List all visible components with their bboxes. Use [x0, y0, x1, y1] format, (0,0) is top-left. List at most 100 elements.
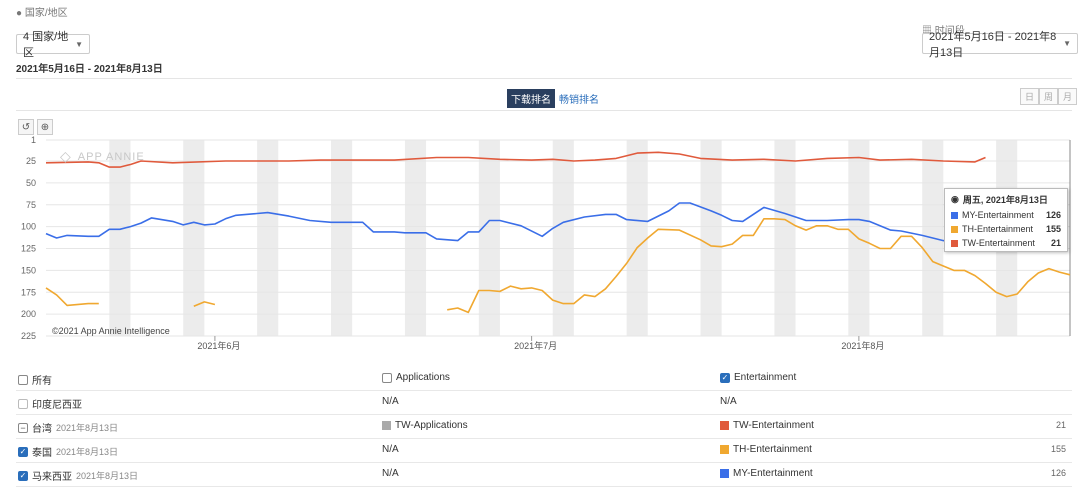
table-row: ✓ 马来西亚 2021年8月13日 N/A MY-Entertainment 1… [16, 462, 1072, 487]
country-name: 泰国 [32, 448, 52, 459]
checkbox[interactable] [18, 374, 28, 385]
globe-icon: ◉ [951, 194, 959, 204]
series-swatch [720, 445, 729, 454]
weekend-band [331, 140, 353, 336]
divider [16, 110, 1072, 111]
row-apps: N/A [382, 396, 399, 407]
header-applications[interactable]: Applications [382, 372, 450, 383]
series-swatch [951, 239, 958, 247]
watermark-text: APP ANNIE [77, 150, 145, 163]
table-row: ✓ 泰国 2021年8月13日 N/A TH-Entertainment 155 [16, 438, 1072, 463]
checkbox-checked[interactable]: ✓ [18, 446, 28, 457]
tooltip-series-name: TH-Entertainment [962, 224, 1034, 234]
header-all[interactable]: 所有 [18, 372, 52, 387]
chevron-down-icon: ▼ [75, 39, 83, 49]
divider [16, 78, 1072, 79]
series-swatch [720, 469, 729, 478]
app-annie-watermark: ◇ APP ANNIE [60, 148, 145, 165]
row-apps[interactable]: TW-Applications [382, 420, 468, 431]
series-line [45, 151, 986, 168]
chevron-down-icon: ▼ [1063, 39, 1071, 48]
period-label: ▦ 时间段 [922, 22, 965, 37]
header-entertainment[interactable]: ✓ Entertainment [720, 372, 796, 383]
series-line [45, 218, 1071, 314]
chart-tooltip: ◉ 周五, 2021年8月13日 MY-Entertainment 126 TH… [944, 188, 1068, 252]
tooltip-series-name: TW-Entertainment [962, 238, 1035, 248]
header-apps-label: Applications [396, 372, 450, 383]
period-select[interactable]: 2021年5月16日 - 2021年8月13日 ▼ [922, 31, 1078, 59]
rank-value: 126 [1050, 468, 1066, 478]
country-select-value: 4 国家/地区 [23, 31, 69, 59]
checkbox-checked[interactable]: ✓ [18, 470, 28, 481]
rank-tabs: 下载排名 畅销排名 [507, 89, 601, 108]
weekend-band [257, 140, 279, 336]
row-ent[interactable]: TH-Entertainment [720, 444, 812, 455]
row-ent: N/A [720, 396, 737, 407]
y-tick-label: 200 [21, 309, 36, 319]
y-tick-label: 125 [21, 244, 36, 254]
country-label-text: 国家/地区 [24, 8, 68, 19]
series-line [45, 202, 986, 251]
tooltip-header: ◉ 周五, 2021年8月13日 [951, 193, 1061, 206]
y-tick-label: 100 [21, 222, 36, 232]
reset-icon[interactable]: ↺ [18, 119, 34, 135]
weekend-band [478, 140, 500, 336]
row-country[interactable]: ✓ 泰国 2021年8月13日 [18, 444, 118, 459]
app-annie-logo-icon: ◇ [60, 148, 72, 164]
checkbox[interactable] [382, 372, 392, 383]
checkbox-checked[interactable]: ✓ [720, 372, 730, 383]
tab-grossing-rank[interactable]: 畅销排名 [559, 95, 599, 106]
country-select[interactable]: 4 国家/地区 ▼ [16, 31, 90, 59]
series-swatch [382, 421, 391, 430]
weekend-band [552, 140, 574, 336]
tooltip-date: 周五, 2021年8月13日 [962, 195, 1048, 205]
country-name: 马来西亚 [32, 472, 72, 483]
table-header: 所有 Applications ✓ Entertainment [16, 366, 1072, 391]
header-all-label: 所有 [32, 376, 52, 387]
y-tick-label: 1 [31, 135, 36, 145]
y-tick-label: 175 [21, 287, 36, 297]
apps-cell: N/A [382, 444, 399, 455]
zoom-week-button[interactable]: 周 [1039, 88, 1059, 105]
date-range-subtitle: 2021年5月16日 - 2021年8月13日 [16, 64, 163, 75]
row-country[interactable]: 印度尼西亚 [18, 396, 82, 411]
row-apps: N/A [382, 444, 399, 455]
table-row: − 台湾 2021年8月13日 TW-Applications TW-Enter… [16, 414, 1072, 439]
zoom-month-button[interactable]: 月 [1058, 88, 1078, 105]
zoom-icon[interactable]: ⊕ [37, 119, 53, 135]
apps-cell: N/A [382, 468, 399, 479]
checkbox[interactable] [18, 398, 28, 409]
weekend-band [774, 140, 796, 336]
ent-cell: TH-Entertainment [733, 444, 812, 455]
row-ent[interactable]: MY-Entertainment [720, 468, 813, 479]
calendar-icon: ▦ [922, 26, 932, 37]
zoom-day-button[interactable]: 日 [1020, 88, 1040, 105]
ent-cell: TW-Entertainment [733, 420, 814, 431]
series-swatch [951, 225, 958, 233]
ent-cell: N/A [720, 396, 737, 407]
x-tick-label: 2021年7月 [514, 340, 557, 351]
row-date: 2021年8月13日 [76, 471, 139, 481]
weekend-band [700, 140, 722, 336]
row-country[interactable]: − 台湾 2021年8月13日 [18, 420, 118, 435]
series-swatch [951, 211, 958, 219]
collapse-icon[interactable]: − [18, 422, 28, 433]
ent-cell: MY-Entertainment [733, 468, 813, 479]
row-country[interactable]: ✓ 马来西亚 2021年8月13日 [18, 468, 138, 483]
tooltip-series-value: 21 [1050, 238, 1061, 248]
y-tick-label: 150 [21, 265, 36, 275]
globe-icon: ● [16, 8, 23, 19]
tab-download-rank[interactable]: 下载排名 [507, 89, 555, 108]
chart-tools: ↺ ⊕ [18, 119, 53, 135]
row-date: 2021年8月13日 [56, 447, 119, 457]
apps-cell: TW-Applications [395, 420, 468, 431]
x-tick-label: 2021年8月 [841, 340, 884, 351]
series-swatch [720, 421, 729, 430]
tooltip-series-name: MY-Entertainment [962, 210, 1034, 220]
y-tick-label: 225 [21, 331, 36, 341]
weekend-band [404, 140, 427, 336]
weekend-band [626, 140, 648, 336]
row-date: 2021年8月13日 [56, 423, 119, 433]
row-ent[interactable]: TW-Entertainment [720, 420, 814, 431]
